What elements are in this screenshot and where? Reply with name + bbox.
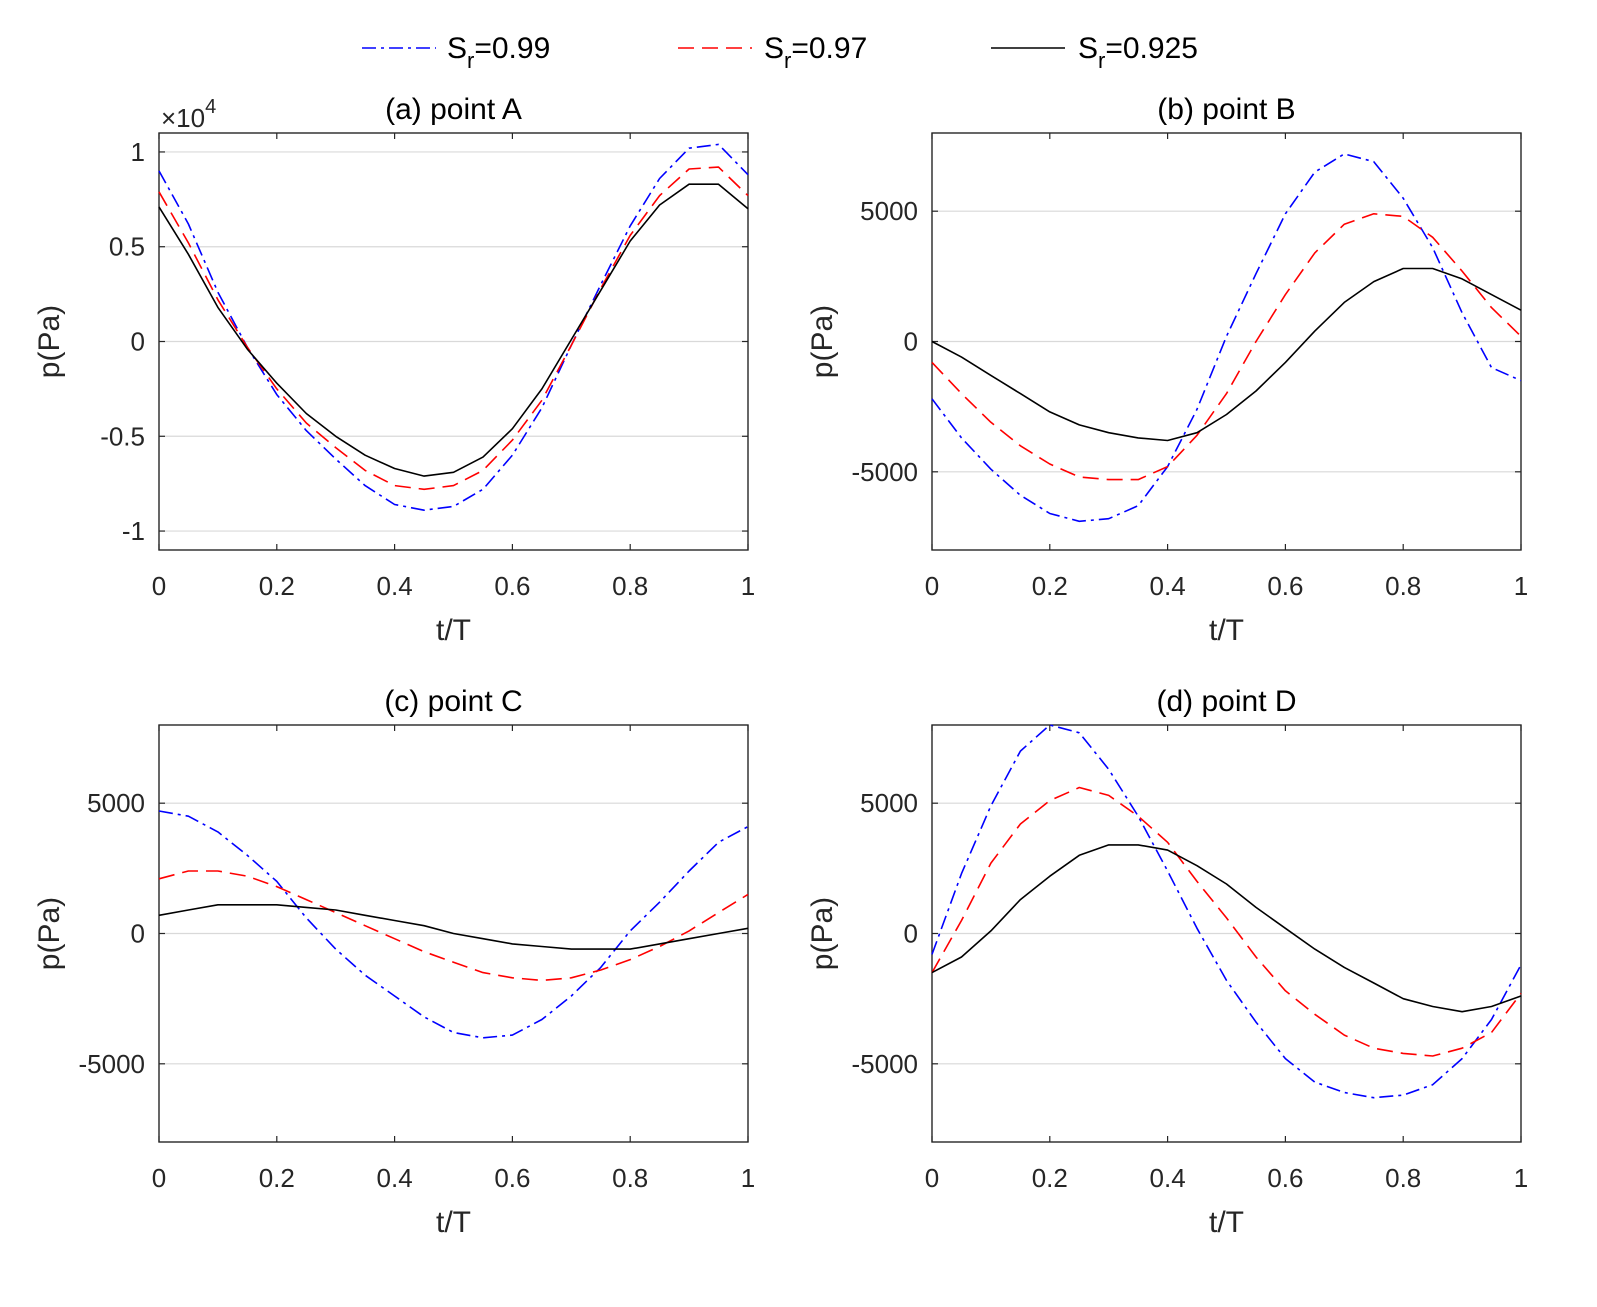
x-tick-label: 0.6	[494, 571, 530, 601]
y-tick-label: 1	[131, 137, 145, 167]
subplot-0: -1 -0.5 0 0.5 1 0 0.2 0.4 0.6 0.8 1 t/T p(Pa) (a) poi…	[33, 93, 755, 647]
series-line-2	[158, 903, 749, 950]
x-tick-label: 0.8	[612, 1163, 648, 1193]
y-axis-label: p(Pa)	[33, 305, 66, 378]
subplot-3: -5000 0 5000 0 0.2 0.4 0.6 0.8 1 t/T p(Pa) (d) poin…	[806, 685, 1528, 1239]
x-tick-label: 0.2	[259, 1163, 295, 1193]
legend-label-2: Sr=0.925	[1078, 32, 1198, 73]
y-tick-label: 5000	[860, 196, 918, 226]
x-tick-label: 0.6	[1267, 1163, 1303, 1193]
y-tick-label: 0	[131, 327, 145, 357]
y-axis-label: p(Pa)	[33, 897, 66, 970]
subplot-2: -5000 0 5000 0 0.2 0.4 0.6 0.8 1 t/T p(Pa) (c) poin…	[33, 685, 755, 1239]
x-tick-label: 0.4	[377, 1163, 413, 1193]
x-tick-label: 0.2	[259, 571, 295, 601]
y-tick-label: -1	[122, 516, 145, 546]
x-tick-label: 1	[1514, 571, 1528, 601]
subplot-title: (a) point A	[385, 93, 522, 126]
series-line-2	[931, 267, 1522, 442]
y-axis-label: p(Pa)	[806, 897, 839, 970]
y-tick-label: 0	[904, 327, 918, 357]
series-line-1	[931, 786, 1522, 1057]
x-axis-label: t/T	[436, 1206, 471, 1239]
subplot-title: (b) point B	[1157, 93, 1295, 126]
series-line-1	[158, 166, 749, 491]
x-axis-label: t/T	[1209, 614, 1244, 647]
x-tick-label: 0.6	[1267, 571, 1303, 601]
x-tick-label: 1	[741, 571, 755, 601]
x-tick-label: 1	[1514, 1163, 1528, 1193]
x-tick-label: 0.8	[612, 571, 648, 601]
y-axis-label: p(Pa)	[806, 305, 839, 378]
x-tick-label: 0.8	[1385, 1163, 1421, 1193]
x-tick-label: 0	[152, 1163, 166, 1193]
y-tick-label: 0	[904, 919, 918, 949]
x-tick-label: 0.2	[1032, 571, 1068, 601]
y-tick-label: 0.5	[109, 232, 145, 262]
x-tick-label: 0.6	[494, 1163, 530, 1193]
x-tick-label: 0.4	[1150, 1163, 1186, 1193]
y-tick-label: -5000	[852, 1049, 919, 1079]
x-tick-label: 0.8	[1385, 571, 1421, 601]
y-exponent-label: ×104	[161, 96, 216, 133]
x-tick-label: 0	[925, 1163, 939, 1193]
y-tick-label: 0	[131, 919, 145, 949]
subplot-title: (d) point D	[1156, 685, 1296, 718]
series-line-1	[931, 213, 1522, 481]
x-axis-label: t/T	[1209, 1206, 1244, 1239]
x-tick-label: 0	[152, 571, 166, 601]
x-tick-label: 0	[925, 571, 939, 601]
y-tick-label: -5000	[79, 1049, 146, 1079]
y-tick-label: 5000	[87, 788, 145, 818]
legend: Sr=0.99 Sr=0.97 Sr=0.925	[362, 32, 1198, 73]
x-tick-label: 0.4	[1150, 571, 1186, 601]
series-line-0	[931, 724, 1522, 1099]
x-axis-label: t/T	[436, 614, 471, 647]
series-line-0	[158, 143, 749, 512]
subplot-title: (c) point C	[384, 685, 522, 718]
y-tick-label: -5000	[852, 457, 919, 487]
subplots: -1 -0.5 0 0.5 1 0 0.2 0.4 0.6 0.8 1 t/T p(Pa) (a) poi…	[33, 93, 1528, 1239]
series-line-1	[158, 870, 749, 982]
series-line-2	[931, 844, 1522, 1013]
x-tick-label: 0.2	[1032, 1163, 1068, 1193]
legend-label-0: Sr=0.99	[447, 32, 550, 73]
series-line-0	[158, 810, 749, 1039]
y-tick-label: 5000	[860, 788, 918, 818]
x-tick-label: 1	[741, 1163, 755, 1193]
series-line-0	[931, 153, 1522, 523]
x-tick-label: 0.4	[377, 571, 413, 601]
series-line-2	[158, 183, 749, 477]
y-tick-label: -0.5	[100, 421, 145, 451]
legend-label-1: Sr=0.97	[764, 32, 867, 73]
subplot-1: -5000 0 5000 0 0.2 0.4 0.6 0.8 1 t/T p(Pa) (b) poin…	[806, 93, 1528, 647]
